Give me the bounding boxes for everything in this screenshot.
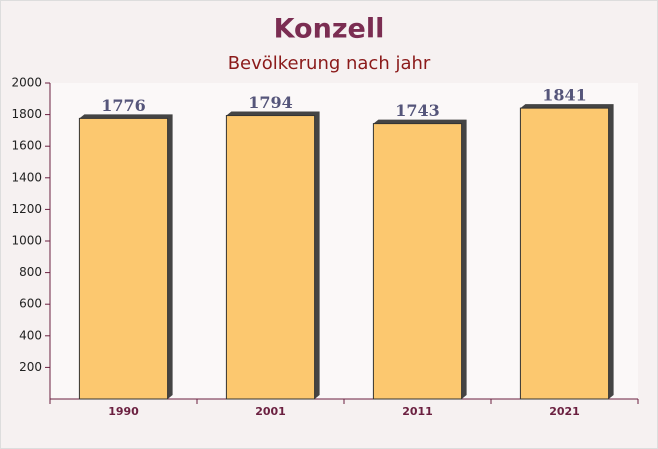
y-tick-label: 2000	[11, 76, 42, 90]
y-tick-label: 1600	[11, 139, 42, 153]
y-tick-label: 800	[19, 265, 42, 279]
x-tick-label: 2021	[549, 405, 580, 418]
bar	[519, 107, 610, 400]
y-tick-label: 1800	[11, 107, 42, 121]
x-tick-label: 2001	[255, 405, 286, 418]
value-label: 1776	[101, 96, 146, 115]
chart-subtitle: Bevölkerung nach jahr	[228, 53, 431, 74]
value-label: 1794	[248, 93, 293, 112]
bar	[372, 123, 463, 400]
y-tick-label: 1000	[11, 234, 42, 248]
y-tick-label: 1200	[11, 202, 42, 216]
bar	[225, 115, 316, 400]
y-tick-label: 200	[19, 360, 42, 374]
value-label: 1841	[542, 86, 587, 105]
value-label: 1743	[395, 101, 440, 120]
y-tick-label: 1400	[11, 170, 42, 184]
bar	[78, 117, 169, 400]
x-tick-label: 2011	[402, 405, 433, 418]
y-tick-label: 600	[19, 297, 42, 311]
chart-title: Konzell	[274, 14, 385, 45]
x-tick-label: 1990	[108, 405, 139, 418]
y-tick-label: 400	[19, 328, 42, 342]
